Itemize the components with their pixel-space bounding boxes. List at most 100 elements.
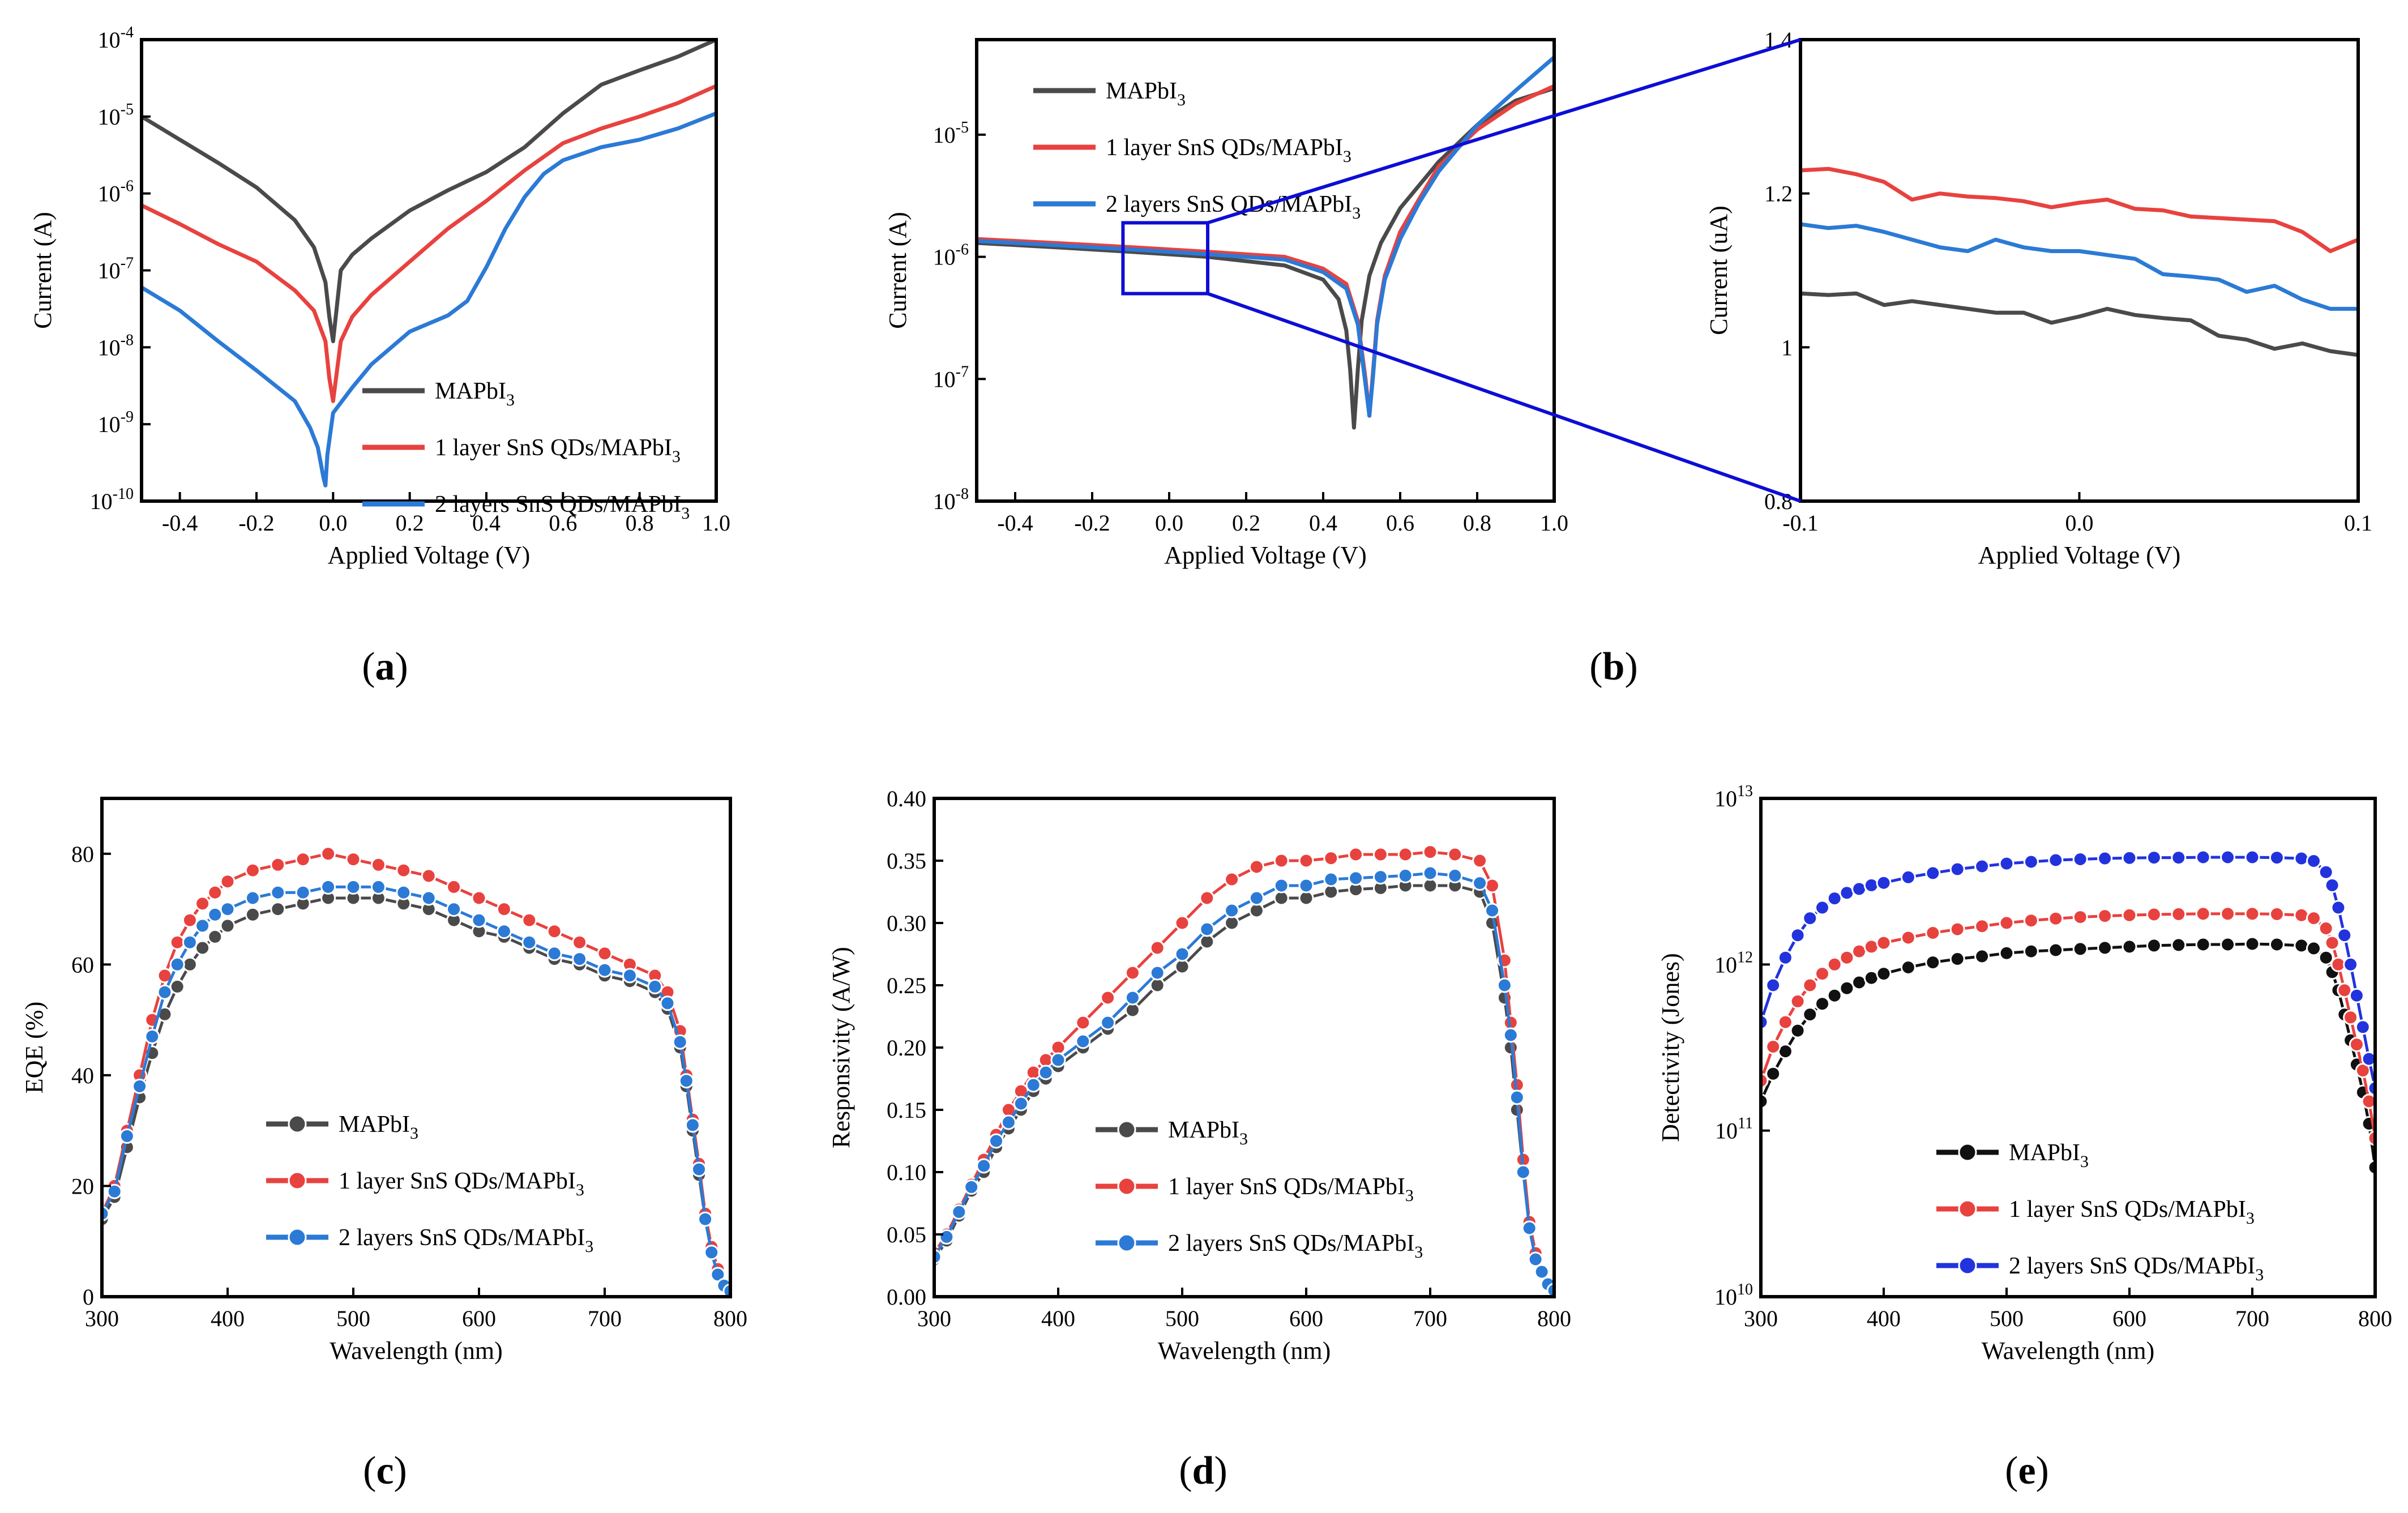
data-point-2 <box>119 1128 135 1144</box>
y-axis-label: EQE (%) <box>20 1002 48 1094</box>
data-point-1 <box>1348 847 1364 862</box>
data-point-0 <box>1199 934 1215 950</box>
data-point-1 <box>2349 1037 2364 1053</box>
subscript-3: 3 <box>2246 1209 2255 1228</box>
x-axis-label: Applied Voltage (V) <box>1164 541 1367 569</box>
subscript-3: 3 <box>1405 1186 1414 1205</box>
tick-exponent: -10 <box>113 485 134 503</box>
panel-letter: a <box>375 645 395 689</box>
x-tick-label: 0.6 <box>1386 510 1414 536</box>
data-point-2 <box>521 934 537 950</box>
data-point-0 <box>2195 937 2211 952</box>
chart-d: 300 400 500 600 700 800 0.00 0.05 0.10 0.15 0.20 0.… <box>827 786 1571 1493</box>
x-tick-label: 0.2 <box>1232 510 1260 536</box>
data-point-2 <box>220 901 236 917</box>
y-tick-label: 1011 <box>1715 1115 1753 1144</box>
data-point-1 <box>270 857 286 873</box>
legend: MAPbI3 1 layer SnS QDs/MAPbI3 2 layers SnS… <box>362 378 690 523</box>
data-point-2 <box>370 879 386 895</box>
x-tick-label: 400 <box>211 1306 245 1331</box>
data-point-1 <box>521 912 537 928</box>
data-point-2 <box>1974 858 1990 874</box>
x-tick-label: -0.4 <box>997 510 1033 536</box>
data-point-2 <box>1815 900 1830 916</box>
data-point-2 <box>1248 890 1264 906</box>
data-point-1 <box>2324 935 2340 951</box>
series-line-0 <box>1761 942 2375 1168</box>
x-tick-label: 1.0 <box>702 510 730 536</box>
legend-item-0: MAPbI3 <box>435 378 515 409</box>
y-tick-label: 20 <box>71 1173 94 1199</box>
tick-exponent: -7 <box>956 363 969 381</box>
data-point-1 <box>169 934 185 950</box>
data-point-2 <box>2244 849 2260 865</box>
x-tick-label: 0.0 <box>2065 510 2094 536</box>
data-point-0 <box>1149 977 1165 993</box>
series-line-0 <box>142 40 716 344</box>
data-point-2 <box>1472 875 1488 891</box>
data-point-2 <box>132 1078 148 1094</box>
y-tick-label: 10-7 <box>98 255 134 284</box>
data-point-1 <box>1372 847 1388 862</box>
data-point-2 <box>647 978 663 994</box>
legend-marker-1 <box>1958 1199 1977 1219</box>
data-point-2 <box>2269 850 2285 866</box>
data-point-0 <box>2097 940 2113 956</box>
data-point-2 <box>1509 1089 1525 1105</box>
data-point-0 <box>245 907 260 922</box>
data-point-1 <box>207 884 223 900</box>
data-point-1 <box>2294 907 2309 923</box>
data-point-0 <box>207 929 223 944</box>
plot-area <box>102 846 730 1297</box>
x-axis-label: Applied Voltage (V) <box>328 541 531 569</box>
y-tick-label: 10-4 <box>98 24 134 53</box>
data-point-1 <box>1447 847 1463 862</box>
data-point-2 <box>1521 1220 1537 1236</box>
x-axis-label: Wavelength (nm) <box>1982 1337 2155 1365</box>
series-line-1 <box>142 84 716 403</box>
data-point-2 <box>622 968 638 984</box>
legend-marker-0 <box>1117 1120 1136 1139</box>
data-point-2 <box>2195 849 2211 865</box>
tick-exponent: -6 <box>956 241 969 259</box>
data-point-2 <box>1050 1052 1066 1068</box>
data-point-1 <box>220 874 236 890</box>
legend-marker-1 <box>1117 1177 1136 1196</box>
data-point-2 <box>421 890 437 906</box>
x-axis-label: Applied Voltage (V) <box>1978 541 2181 569</box>
data-point-2 <box>2318 864 2334 880</box>
data-point-2 <box>704 1245 720 1260</box>
data-point-1 <box>546 924 562 939</box>
data-point-1 <box>1999 915 2014 931</box>
data-point-2 <box>1273 878 1289 894</box>
data-point-2 <box>1075 1033 1091 1049</box>
data-point-2 <box>672 1034 688 1050</box>
x-tick-label: 0.0 <box>1155 510 1183 536</box>
y-tick-label: 10-5 <box>98 101 134 130</box>
data-point-2 <box>1422 865 1438 881</box>
data-point-1 <box>2171 906 2187 922</box>
y-tick-label: 80 <box>71 841 94 867</box>
subscript-3: 3 <box>585 1237 593 1256</box>
legend-marker-2 <box>1117 1233 1136 1253</box>
y-tick-label: 0.35 <box>887 848 926 874</box>
x-tick-label: 0.4 <box>1309 510 1337 536</box>
axes-frame <box>140 38 718 503</box>
data-point-1 <box>195 896 211 912</box>
data-point-1 <box>597 946 613 961</box>
x-axis-label: Wavelength (nm) <box>1158 1337 1331 1365</box>
data-point-2 <box>106 1183 122 1199</box>
x-tick-label: 0.1 <box>2344 510 2372 536</box>
data-point-2 <box>245 890 260 906</box>
data-point-2 <box>195 918 211 934</box>
data-point-2 <box>1900 869 1916 885</box>
data-point-1 <box>1248 859 1264 875</box>
panel-letter: e <box>2018 1449 2035 1493</box>
data-point-2 <box>1485 903 1500 918</box>
data-point-0 <box>1323 884 1339 900</box>
x-tick-label: 800 <box>2358 1306 2392 1331</box>
x-tick-label: 500 <box>1990 1306 2024 1331</box>
x-tick-label: 600 <box>2112 1306 2146 1331</box>
legend: MAPbI3 1 layer SnS QDs/MAPbI3 2 layers SnS… <box>1096 1117 1423 1262</box>
